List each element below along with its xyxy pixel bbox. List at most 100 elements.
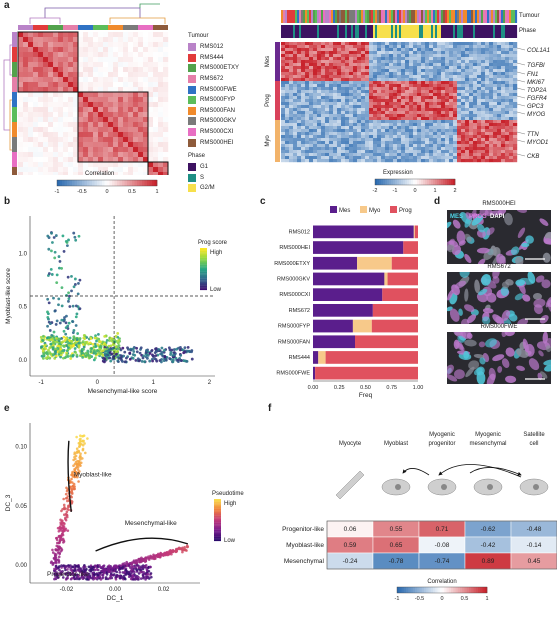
phase-strip-cell (367, 25, 370, 38)
corr-cell (58, 42, 64, 48)
x-tick-label: -1 (39, 380, 45, 386)
expr-cell (365, 156, 370, 160)
expr-cell (353, 120, 358, 124)
corr-cell (158, 152, 164, 158)
phase-strip-cell (293, 25, 296, 38)
expr-cell (433, 147, 438, 151)
corr-cell (158, 132, 164, 138)
expr-cell (473, 114, 478, 118)
corr-cell (153, 152, 159, 158)
tumour-strip-cell (309, 10, 312, 23)
expr-cell (309, 141, 314, 145)
corr-cell (68, 62, 74, 68)
colorbar-segment (433, 179, 436, 185)
expr-cell (345, 63, 350, 67)
corr-cell (138, 152, 144, 158)
colorbar-segment (383, 179, 386, 185)
expr-cell (501, 48, 506, 52)
expr-cell (397, 78, 402, 82)
expr-cell (457, 123, 462, 127)
tumour-strip-cell (475, 10, 478, 23)
expr-cell (301, 81, 306, 85)
expr-cell (293, 150, 298, 154)
tumour-strip-cell (281, 10, 284, 23)
expr-cell (321, 78, 326, 82)
expr-cell (421, 69, 426, 73)
corr-cell (113, 62, 119, 68)
expr-cell (393, 102, 398, 106)
expr-cell (305, 141, 310, 145)
expr-cell (313, 51, 318, 55)
scatter-point (62, 318, 66, 322)
corr-cell (53, 67, 59, 73)
expr-cell (441, 42, 446, 46)
expr-cell (333, 147, 338, 151)
expr-cell (337, 129, 342, 133)
expr-cell (309, 90, 314, 94)
left-dendrogram (3, 59, 10, 131)
expr-cell (341, 129, 346, 133)
expr-cell (389, 69, 394, 73)
expr-cell (465, 102, 470, 106)
colorbar-segment (64, 180, 68, 186)
corr-cell (103, 157, 109, 163)
scatter-point (64, 326, 68, 329)
expr-cell (305, 129, 310, 133)
expr-cell (309, 72, 314, 76)
cell-nucleus (446, 244, 455, 253)
cell-nucleus (492, 314, 504, 325)
expr-cell (449, 156, 454, 160)
expr-cell (513, 69, 518, 73)
corr-cell (123, 132, 129, 138)
tumour-strip-cell (343, 10, 346, 23)
corr-cell (103, 167, 109, 173)
expr-cell (377, 66, 382, 70)
expr-cell (293, 96, 298, 100)
expr-cell (377, 72, 382, 76)
corr-cell (88, 37, 94, 43)
colorbar-segment (401, 179, 404, 185)
colorbar-tick-label: 2 (453, 188, 456, 194)
expr-cell (285, 42, 290, 46)
expr-cell (293, 114, 298, 118)
scatter-point (55, 340, 59, 344)
expr-cell (429, 84, 434, 88)
colorbar-segment (200, 248, 207, 250)
expr-cell (305, 60, 310, 64)
phase-strip-cell (455, 25, 458, 38)
scatter-point (74, 315, 78, 319)
colorbar-segment (200, 277, 207, 279)
expr-cell (297, 132, 302, 136)
colorbar-segment (122, 180, 125, 186)
expr-cell (505, 159, 510, 163)
expr-cell (513, 153, 518, 157)
legend-swatch (390, 206, 397, 213)
expr-cell (417, 135, 422, 139)
cell-nucleus (446, 374, 458, 382)
corr-cell (93, 152, 99, 158)
tumour-strip-cell (493, 10, 496, 23)
expr-cell (425, 108, 430, 112)
colorbar-segment (87, 180, 90, 186)
corr-cell (143, 77, 149, 83)
corr-cell (68, 82, 74, 88)
expr-cell (349, 102, 354, 106)
expr-cell (445, 57, 450, 61)
corr-cell (128, 77, 134, 83)
expr-cell (337, 141, 342, 145)
expr-cell (353, 114, 358, 118)
corr-cell (163, 152, 169, 158)
expr-cell (457, 105, 462, 109)
expr-cell (429, 141, 434, 145)
corr-cell (143, 142, 149, 148)
colorbar-segment (154, 180, 158, 186)
expr-cell (405, 135, 410, 139)
corr-cell (123, 117, 129, 123)
expr-cell (317, 48, 322, 52)
x-tick-label: 2 (208, 380, 212, 386)
expr-cell (441, 99, 446, 103)
tumour-strip-cell (381, 10, 384, 23)
corr-cell (138, 62, 144, 68)
scatter-point (59, 347, 63, 351)
expr-cell (293, 102, 298, 106)
